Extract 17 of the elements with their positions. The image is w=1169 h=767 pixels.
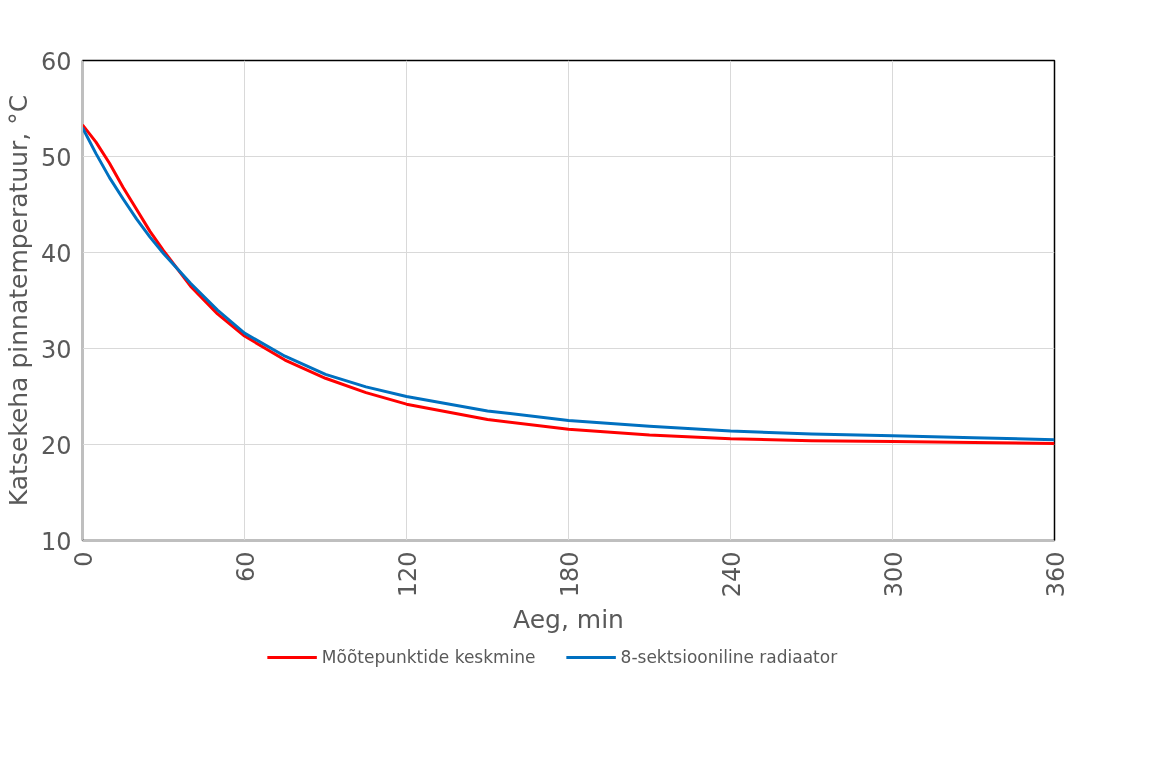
x-tick-label: 360 xyxy=(1041,551,1070,598)
y-axis-title: Katsekeha pinnatemperatuur, °C xyxy=(3,94,33,507)
y-tick-label: 60 xyxy=(40,47,72,76)
x-tick-label: 0 xyxy=(69,551,98,567)
y-tick-label: 30 xyxy=(40,335,72,364)
y-tick-label: 50 xyxy=(40,143,72,172)
y-tick-label: 20 xyxy=(40,431,72,460)
x-tick-label: 60 xyxy=(231,551,260,583)
x-tick-label: 240 xyxy=(717,551,746,598)
x-tick-label: 300 xyxy=(879,551,908,598)
x-tick-label: 180 xyxy=(555,551,584,598)
y-tick-label: 10 xyxy=(40,527,72,556)
legend-label: Mõõtepunktide keskmine xyxy=(321,647,536,667)
y-tick-label: 40 xyxy=(40,239,72,268)
x-tick-label: 120 xyxy=(393,551,422,598)
legend-label: 8-sektsiooniline radiaator xyxy=(620,647,838,667)
x-axis-title: Aeg, min xyxy=(513,605,624,635)
